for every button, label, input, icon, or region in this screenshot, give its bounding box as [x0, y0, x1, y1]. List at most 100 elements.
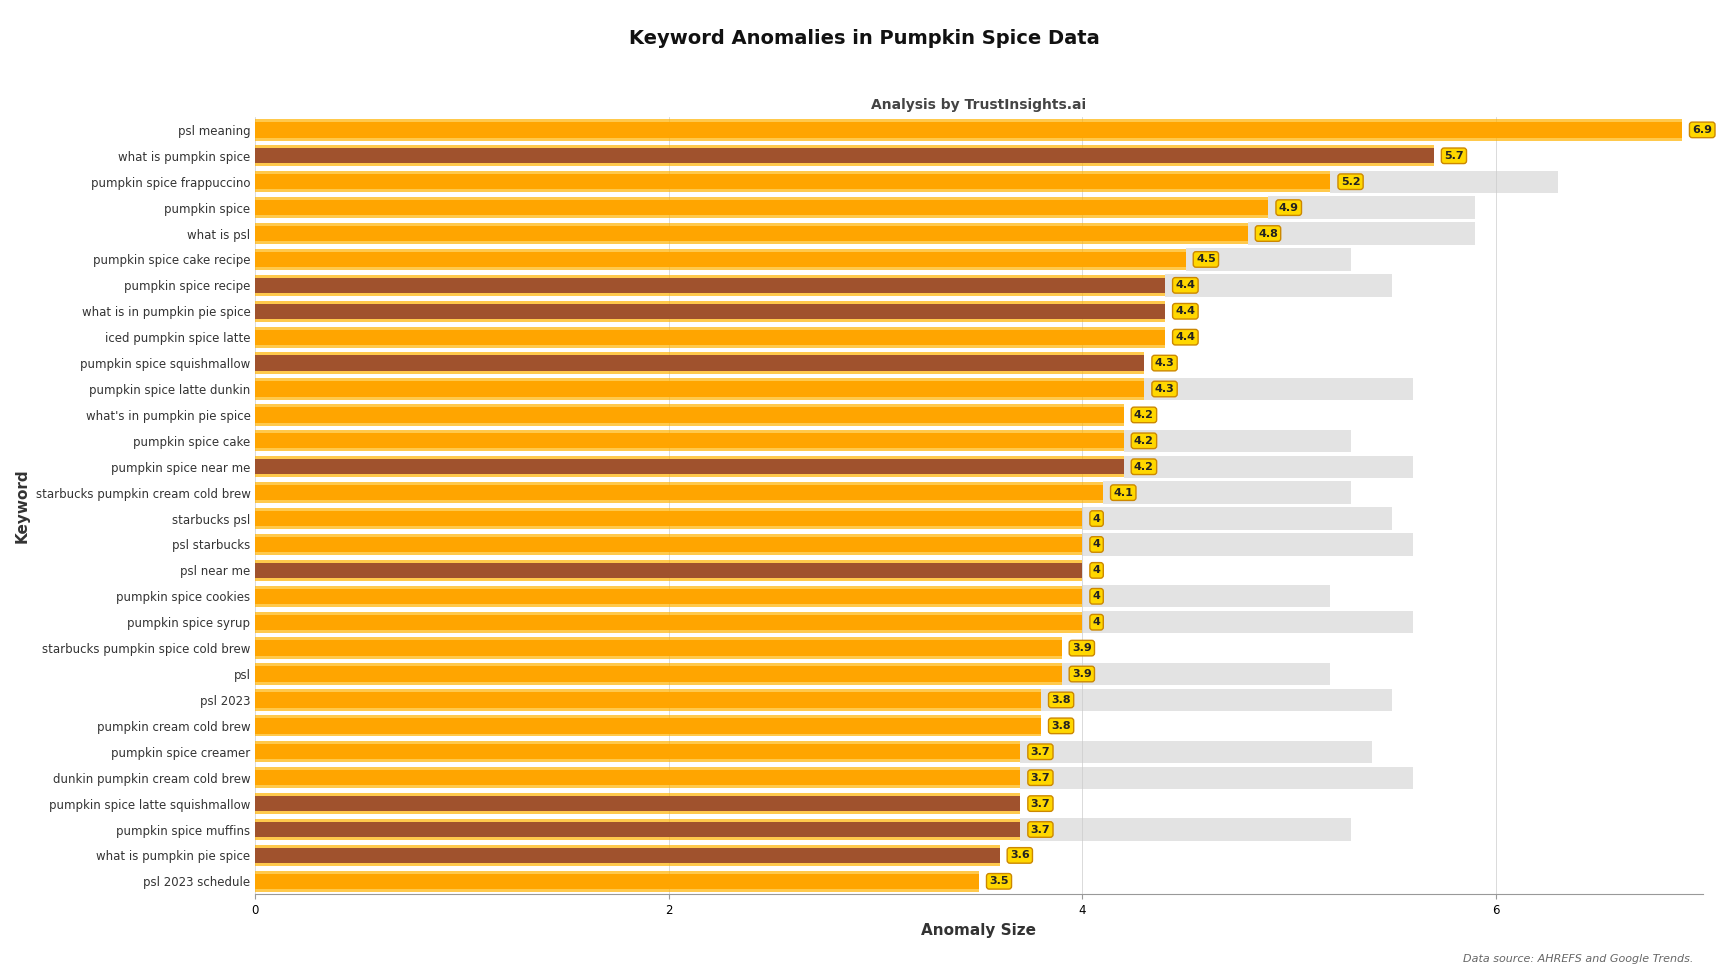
Bar: [1082, 611, 1414, 634]
Text: 4.1: 4.1: [1113, 488, 1134, 498]
Text: 4: 4: [1092, 591, 1101, 602]
Bar: [256, 456, 1123, 477]
Text: 4.8: 4.8: [1258, 228, 1279, 238]
Bar: [1020, 741, 1372, 763]
Bar: [256, 534, 1082, 555]
Bar: [256, 459, 1123, 474]
Bar: [256, 563, 1082, 578]
Bar: [256, 822, 1020, 837]
Text: 6.9: 6.9: [1692, 124, 1712, 135]
Bar: [256, 586, 1082, 607]
Bar: [256, 252, 1185, 267]
Bar: [1020, 767, 1414, 789]
Text: 4.4: 4.4: [1175, 332, 1196, 342]
Text: 4: 4: [1092, 539, 1101, 549]
Bar: [1123, 430, 1351, 452]
Bar: [256, 664, 1061, 684]
Bar: [1061, 663, 1331, 685]
Bar: [256, 638, 1061, 659]
Bar: [256, 300, 1165, 322]
Bar: [256, 223, 1248, 244]
Text: 3.7: 3.7: [1030, 824, 1051, 835]
Text: 3.7: 3.7: [1030, 773, 1051, 782]
Bar: [256, 249, 1185, 270]
Text: 4.2: 4.2: [1134, 435, 1154, 446]
Text: Data source: AHREFS and Google Trends.: Data source: AHREFS and Google Trends.: [1464, 955, 1693, 964]
Text: 3.8: 3.8: [1051, 721, 1071, 731]
Text: 5.7: 5.7: [1445, 151, 1464, 160]
Text: 4.3: 4.3: [1154, 358, 1175, 368]
Bar: [256, 589, 1082, 604]
Bar: [1248, 223, 1476, 245]
Bar: [256, 275, 1165, 296]
Text: 4: 4: [1092, 617, 1101, 627]
Bar: [256, 278, 1165, 293]
Bar: [256, 226, 1248, 241]
Text: 4.2: 4.2: [1134, 410, 1154, 420]
Bar: [256, 511, 1082, 526]
Bar: [1331, 170, 1559, 192]
Bar: [256, 874, 980, 889]
Bar: [1165, 274, 1393, 296]
Bar: [256, 174, 1331, 190]
Bar: [256, 848, 999, 863]
Text: 3.9: 3.9: [1071, 669, 1092, 679]
Bar: [256, 770, 1020, 785]
Bar: [1144, 378, 1414, 400]
Bar: [256, 145, 1434, 166]
Text: Keyword Anomalies in Pumpkin Spice Data: Keyword Anomalies in Pumpkin Spice Data: [629, 29, 1099, 49]
Bar: [256, 508, 1082, 529]
Bar: [256, 482, 1102, 503]
Text: 4: 4: [1092, 513, 1101, 524]
Text: 3.7: 3.7: [1030, 746, 1051, 757]
Bar: [256, 641, 1061, 656]
X-axis label: Anomaly Size: Anomaly Size: [921, 922, 1037, 938]
Text: 4.5: 4.5: [1196, 255, 1217, 264]
Title: Analysis by TrustInsights.ai: Analysis by TrustInsights.ai: [871, 97, 1087, 112]
Bar: [256, 845, 999, 866]
Bar: [256, 197, 1268, 219]
Text: 4.9: 4.9: [1279, 202, 1299, 213]
Y-axis label: Keyword: Keyword: [16, 469, 29, 543]
Bar: [256, 330, 1165, 345]
Bar: [256, 356, 1144, 370]
Text: 3.8: 3.8: [1051, 695, 1071, 705]
Bar: [256, 741, 1020, 762]
Bar: [1082, 585, 1331, 608]
Bar: [256, 745, 1020, 759]
Bar: [256, 871, 980, 892]
Bar: [1185, 248, 1351, 270]
Bar: [256, 614, 1082, 630]
Text: 4.2: 4.2: [1134, 462, 1154, 471]
Bar: [256, 692, 1040, 708]
Text: 4.3: 4.3: [1154, 384, 1175, 394]
Bar: [1082, 534, 1414, 556]
Bar: [256, 431, 1123, 451]
Bar: [256, 200, 1268, 215]
Bar: [256, 793, 1020, 815]
Bar: [256, 718, 1040, 734]
Text: 4.4: 4.4: [1175, 280, 1196, 291]
Text: 4.4: 4.4: [1175, 306, 1196, 316]
Bar: [256, 122, 1681, 138]
Bar: [256, 560, 1082, 581]
Bar: [256, 818, 1020, 840]
Bar: [1020, 818, 1351, 841]
Bar: [1268, 196, 1476, 219]
Bar: [256, 353, 1144, 373]
Bar: [256, 537, 1082, 552]
Text: 3.5: 3.5: [988, 877, 1009, 886]
Bar: [256, 171, 1331, 192]
Text: 3.9: 3.9: [1071, 643, 1092, 653]
Bar: [256, 611, 1082, 633]
Bar: [256, 485, 1102, 501]
Bar: [256, 404, 1123, 426]
Bar: [1102, 481, 1351, 503]
Bar: [256, 381, 1144, 397]
Bar: [256, 667, 1061, 681]
Bar: [256, 378, 1144, 399]
Bar: [256, 327, 1165, 348]
Bar: [1040, 689, 1393, 712]
Bar: [256, 767, 1020, 788]
Text: 5.2: 5.2: [1341, 177, 1360, 187]
